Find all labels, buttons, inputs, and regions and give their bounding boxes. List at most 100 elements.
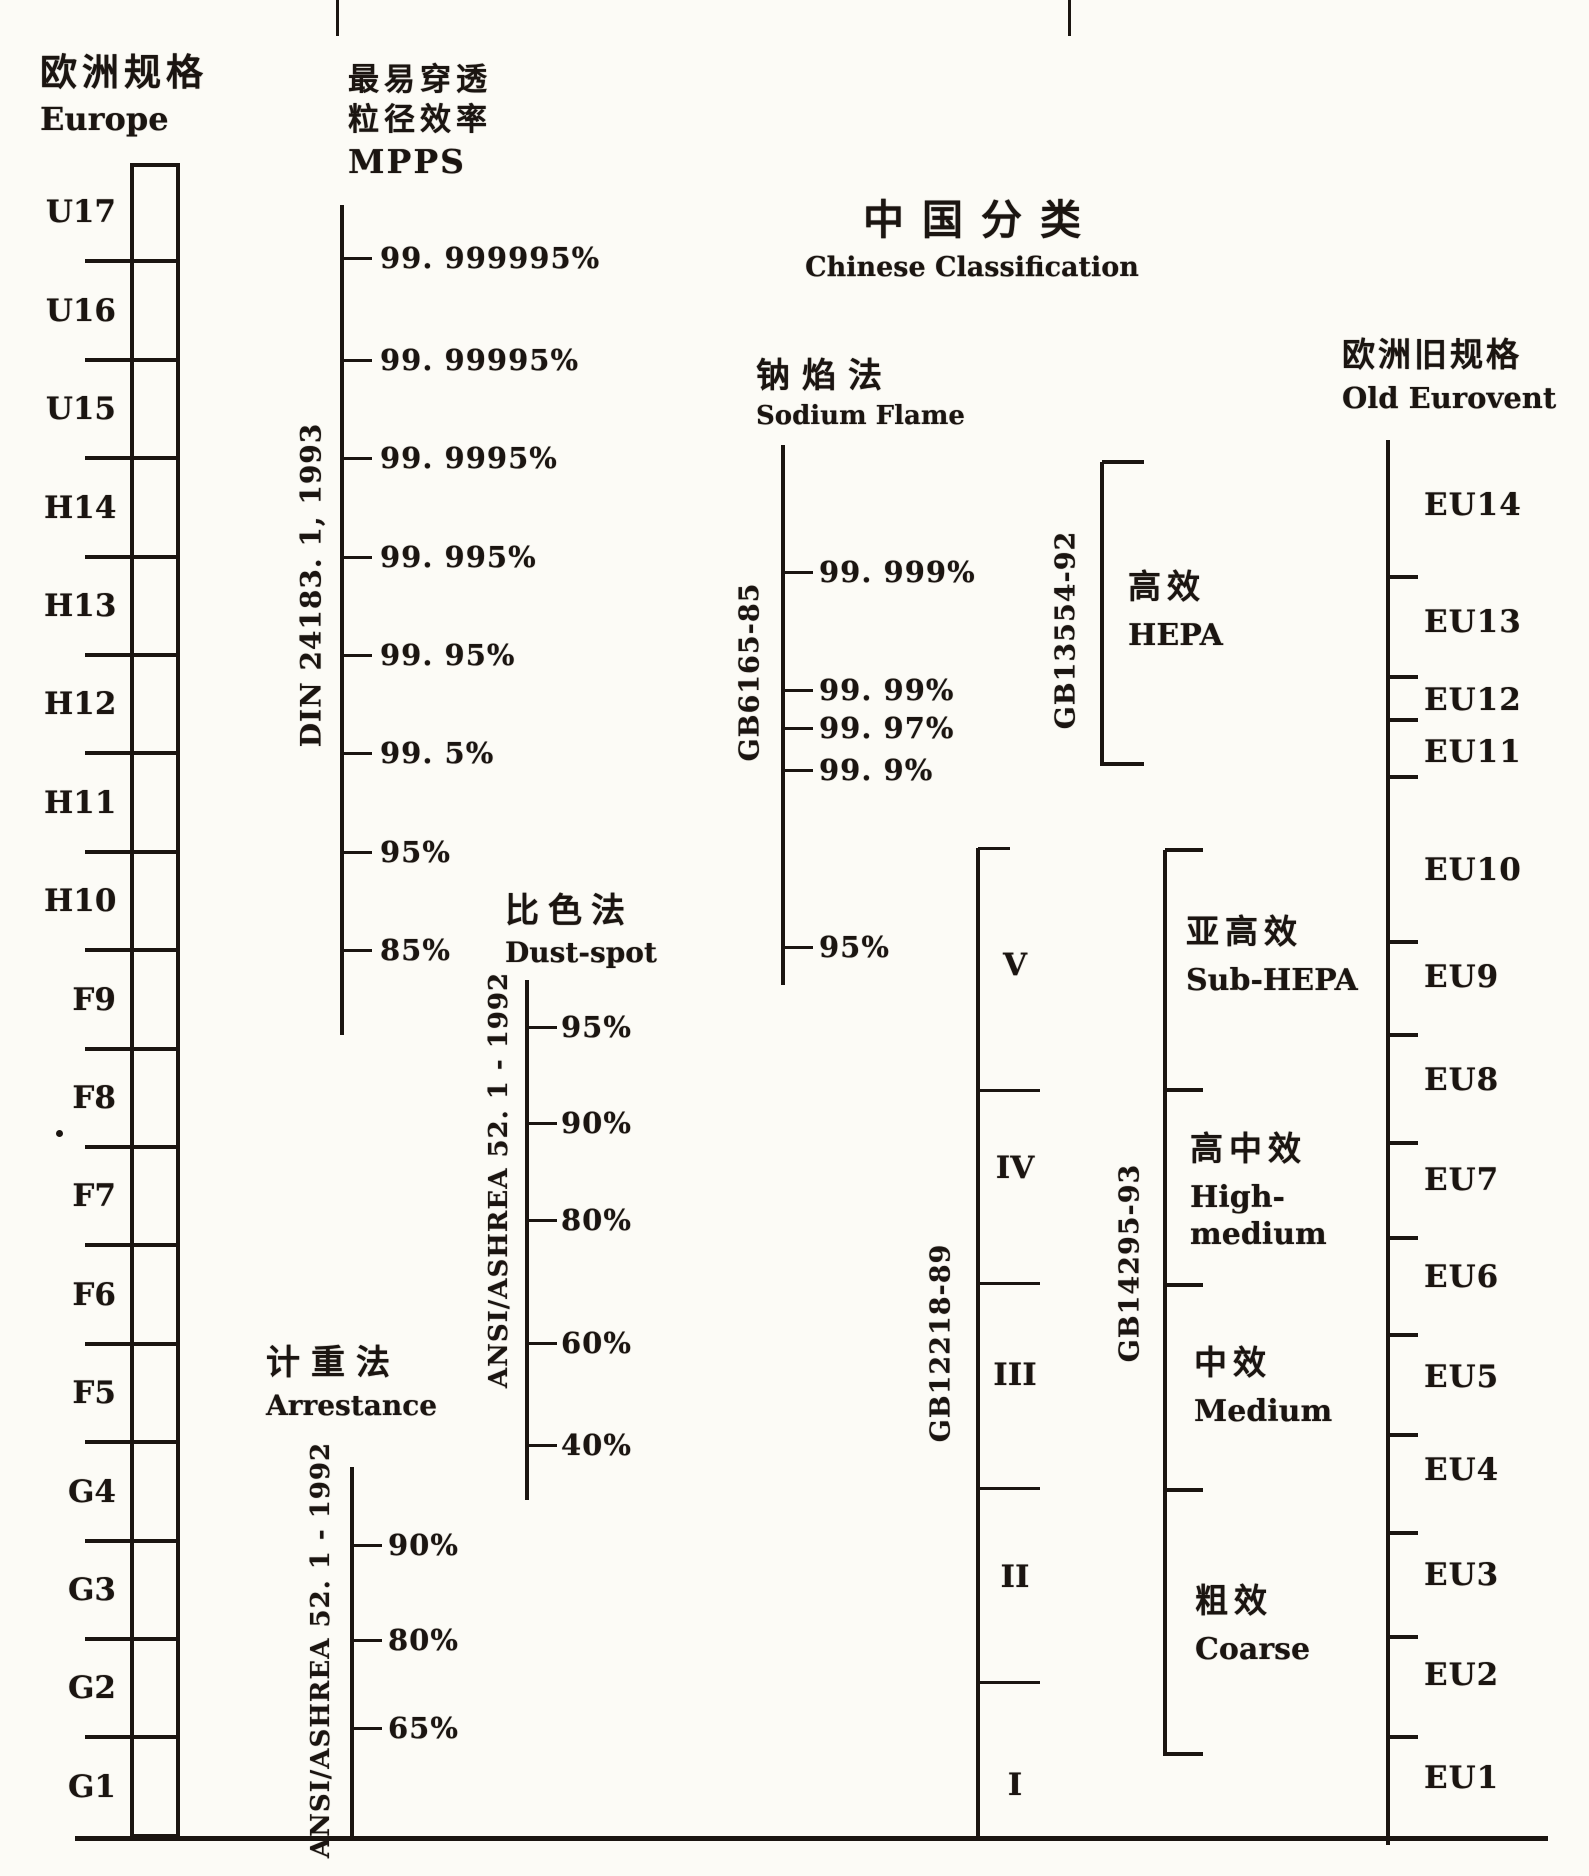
sub-hepa-group-label: 亚高效 Sub-HEPA bbox=[1186, 905, 1358, 998]
old-eurovent-tick bbox=[1388, 718, 1418, 722]
sodium-flame-scale-axis bbox=[781, 445, 785, 985]
europe-class-label: F9 bbox=[72, 982, 116, 1018]
dust-spot-scale-tick bbox=[527, 1121, 557, 1125]
mpps-scale-tick bbox=[342, 456, 372, 460]
sodium-flame-scale-tick bbox=[783, 570, 813, 574]
europe-class-divider bbox=[85, 1342, 180, 1346]
europe-class-label: H13 bbox=[44, 588, 117, 624]
sodium-flame-scale-tick-label: 99. 99% bbox=[819, 673, 955, 707]
gb14295-standard-label: GB14295-93 bbox=[1114, 1163, 1146, 1363]
europe-class-divider bbox=[85, 1735, 180, 1739]
old-eurovent-tick bbox=[1388, 1433, 1418, 1437]
europe-class-label: H10 bbox=[44, 883, 117, 919]
europe-class-label: U17 bbox=[45, 194, 116, 230]
mpps-header: 最易穿透 粒径效率 MPPS bbox=[348, 60, 492, 181]
old-eurovent-class-label: EU6 bbox=[1424, 1259, 1500, 1295]
scan-edge-mark bbox=[336, 0, 339, 36]
old-eurovent-tick bbox=[1388, 1033, 1418, 1037]
mpps-scale-tick-label: 95% bbox=[380, 835, 451, 869]
europe-column-rect bbox=[130, 163, 180, 1838]
high-medium-group-label-cn: 高中效 bbox=[1190, 1129, 1307, 1168]
mpps-scale-tick-label: 99. 5% bbox=[380, 736, 495, 770]
mpps-scale-tick bbox=[342, 256, 372, 260]
europe-class-label: F7 bbox=[72, 1178, 116, 1214]
mpps-scale-tick-label: 99. 99995% bbox=[380, 343, 579, 377]
mpps-scale-tick-label: 99. 995% bbox=[380, 540, 537, 574]
dust-spot-header-en: Dust-spot bbox=[505, 936, 657, 969]
old-eurovent-tick bbox=[1388, 575, 1418, 579]
dust-spot-header: 比色法 Dust-spot bbox=[505, 883, 657, 969]
europe-class-label: G1 bbox=[67, 1769, 116, 1805]
gb12218-grade-label: V bbox=[1002, 947, 1028, 983]
gb13554-bracket-line bbox=[1100, 462, 1104, 766]
dust-spot-scale-tick-label: 95% bbox=[561, 1010, 632, 1044]
old-eurovent-class-label: EU1 bbox=[1424, 1760, 1500, 1796]
sodium-flame-scale-tick-label: 99. 999% bbox=[819, 555, 976, 589]
arrestance-header: 计重法 Arrestance bbox=[266, 1335, 437, 1422]
gb12218-bracket-arm bbox=[978, 846, 1010, 850]
gb14295-bracket-line bbox=[1163, 850, 1167, 1756]
europe-class-label: H12 bbox=[44, 686, 117, 722]
old-eurovent-header: 欧洲旧规格 Old Eurovent bbox=[1342, 328, 1556, 415]
dust-spot-scale-tick bbox=[527, 1218, 557, 1222]
gb14295-bracket-arm bbox=[1165, 1088, 1203, 1092]
gb12218-grade-label: II bbox=[1000, 1559, 1030, 1595]
gb12218-grade-label: I bbox=[1007, 1767, 1023, 1803]
medium-group-label: 中效 Medium bbox=[1194, 1336, 1332, 1429]
bottom-baseline bbox=[75, 1835, 1548, 1841]
old-eurovent-class-label: EU11 bbox=[1424, 734, 1522, 770]
old-eurovent-class-label: EU2 bbox=[1424, 1657, 1500, 1693]
europe-class-label: G3 bbox=[67, 1572, 116, 1608]
arrestance-scale-tick bbox=[352, 1638, 382, 1642]
old-eurovent-class-label: EU8 bbox=[1424, 1062, 1500, 1098]
dust-spot-scale-tick-label: 40% bbox=[561, 1428, 632, 1462]
high-medium-group-label-en2: medium bbox=[1190, 1217, 1327, 1252]
europe-class-divider bbox=[85, 1145, 180, 1149]
old-eurovent-class-label: EU12 bbox=[1424, 682, 1522, 718]
dust-spot-scale-tick-label: 80% bbox=[561, 1203, 632, 1237]
europe-class-divider bbox=[85, 358, 180, 362]
high-medium-group-label: 高中效 High- medium bbox=[1190, 1122, 1327, 1252]
medium-group-label-cn: 中效 bbox=[1194, 1343, 1272, 1382]
europe-class-divider bbox=[85, 1243, 180, 1247]
sodium-flame-header: 钠焰法 Sodium Flame bbox=[756, 348, 965, 431]
scan-dot-artifact bbox=[56, 1130, 63, 1137]
europe-class-divider bbox=[85, 751, 180, 755]
coarse-group-label-en: Coarse bbox=[1195, 1632, 1311, 1667]
old-eurovent-tick bbox=[1388, 1333, 1418, 1337]
chinese-classification-header-en: Chinese Classification bbox=[805, 252, 1139, 283]
gb13554-bracket-arm bbox=[1102, 460, 1144, 464]
old-eurovent-class-label: EU10 bbox=[1424, 852, 1522, 888]
sodium-flame-scale-tick bbox=[783, 726, 813, 730]
europe-class-label: F5 bbox=[72, 1375, 116, 1411]
dust-spot-header-cn: 比色法 bbox=[505, 891, 634, 931]
old-eurovent-class-label: EU7 bbox=[1424, 1162, 1500, 1198]
old-eurovent-class-label: EU4 bbox=[1424, 1452, 1500, 1488]
arrestance-scale-axis bbox=[350, 1467, 354, 1838]
old-eurovent-tick bbox=[1388, 1735, 1418, 1739]
mpps-header-cn-line1: 最易穿透 bbox=[348, 62, 492, 98]
europe-class-divider bbox=[85, 1637, 180, 1641]
sodium-flame-header-cn: 钠焰法 bbox=[756, 356, 894, 396]
mpps-header-en: MPPS bbox=[348, 142, 466, 181]
sodium-flame-scale-tick bbox=[783, 768, 813, 772]
dust-spot-scale-tick bbox=[527, 1443, 557, 1447]
hepa-group-label: 高效 HEPA bbox=[1128, 560, 1223, 653]
gb14295-bracket-arm bbox=[1165, 1488, 1203, 1492]
dust-spot-scale-tick-label: 60% bbox=[561, 1326, 632, 1360]
europe-class-divider bbox=[85, 1539, 180, 1543]
arrestance-header-en: Arrestance bbox=[266, 1389, 438, 1422]
chinese-classification-header: 中国分类 Chinese Classification bbox=[772, 186, 1172, 283]
dust-spot-scale-tick-label: 90% bbox=[561, 1106, 632, 1140]
gb14295-bracket-arm bbox=[1165, 1752, 1203, 1756]
mpps-scale-tick-label: 85% bbox=[380, 933, 451, 967]
old-eurovent-header-cn: 欧洲旧规格 bbox=[1342, 335, 1522, 374]
old-eurovent-class-label: EU13 bbox=[1424, 604, 1522, 640]
sodium-flame-scale-tick-label: 99. 97% bbox=[819, 711, 955, 745]
medium-group-label-en: Medium bbox=[1194, 1394, 1333, 1429]
mpps-scale-tick bbox=[342, 751, 372, 755]
europe-class-label: U16 bbox=[45, 293, 116, 329]
europe-header-en: Europe bbox=[40, 100, 169, 138]
mpps-scale-tick bbox=[342, 358, 372, 362]
